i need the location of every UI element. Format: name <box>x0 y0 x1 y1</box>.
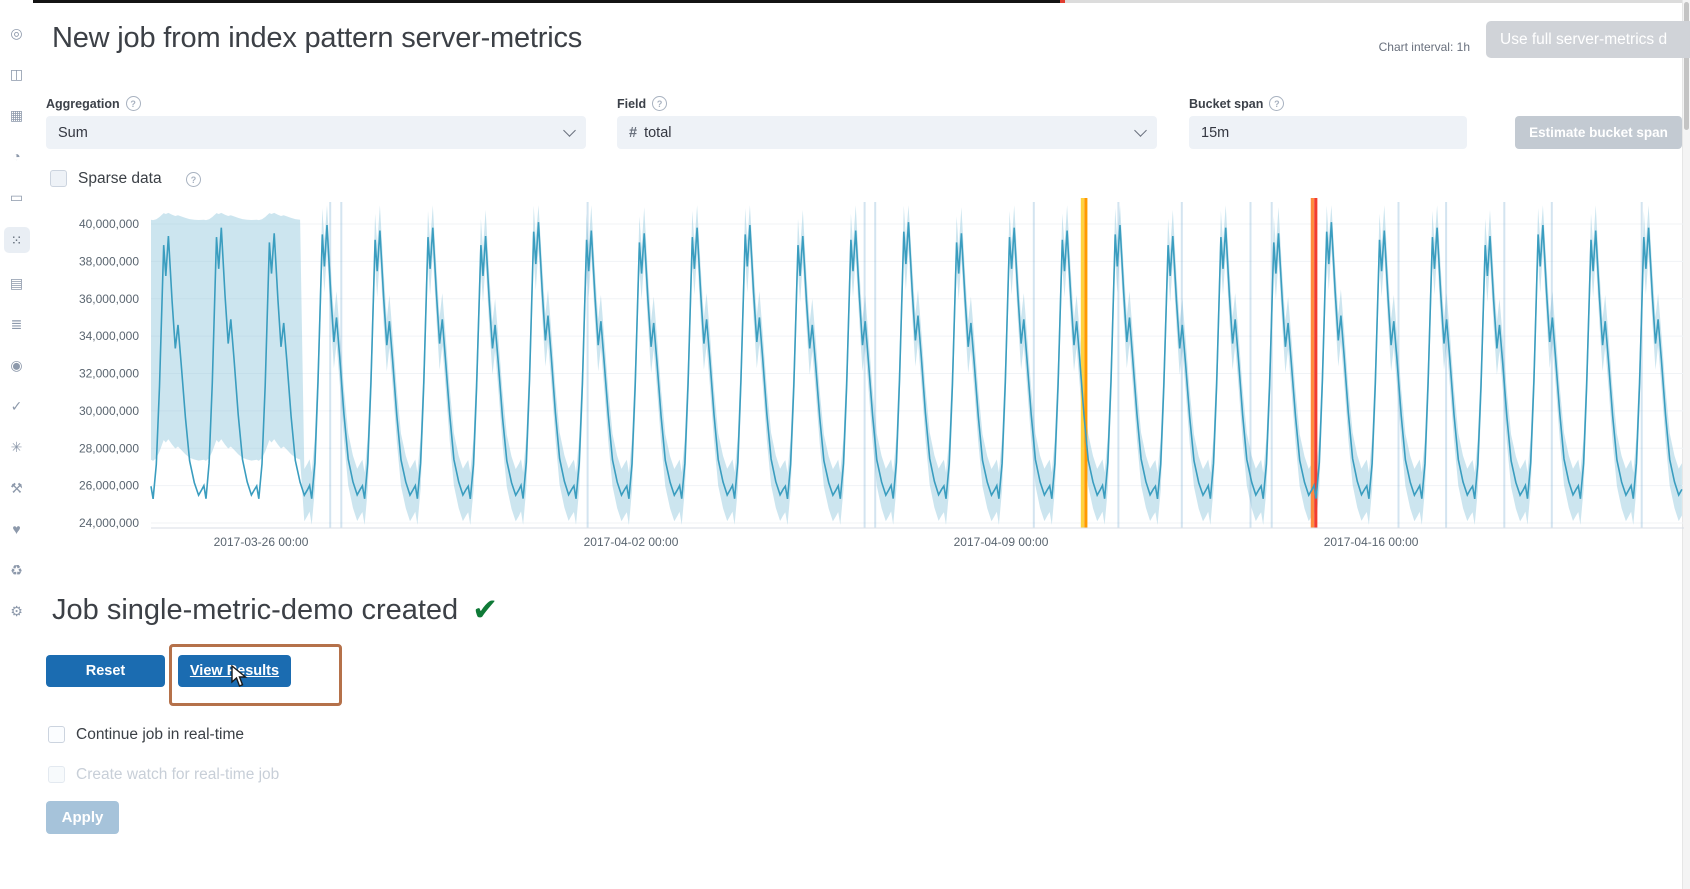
aggregation-help-icon[interactable]: ? <box>125 96 141 111</box>
sidebar-item-watcher[interactable]: ♻ <box>4 559 30 581</box>
chevron-down-icon <box>1134 124 1147 137</box>
estimate-bucket-span-button[interactable]: Estimate bucket span <box>1515 116 1682 149</box>
sidebar-item-visualize[interactable]: ◫ <box>4 63 30 85</box>
job-created-heading: Job single-metric-demo created ✔ <box>52 592 498 628</box>
view-results-button[interactable]: View Results <box>178 655 291 687</box>
field-select[interactable]: # total <box>617 116 1157 149</box>
scrollbar-track[interactable] <box>1682 0 1690 889</box>
svg-text:34,000,000: 34,000,000 <box>79 329 139 343</box>
reset-button[interactable]: Reset <box>46 655 165 687</box>
sidebar-item-discover[interactable]: ◎ <box>4 22 30 44</box>
logs-icon: ≣ <box>10 315 23 332</box>
svg-text:2017-04-09 00:00: 2017-04-09 00:00 <box>954 535 1049 549</box>
use-full-data-button[interactable]: Use full server-metrics d <box>1486 21 1690 58</box>
svg-text:2017-04-16 00:00: 2017-04-16 00:00 <box>1324 535 1419 549</box>
page-title: New job from index pattern server-metric… <box>52 22 583 54</box>
view-results-button-label: View Results <box>189 663 280 679</box>
sidebar-item-management[interactable]: ⚙ <box>4 600 30 622</box>
app-sidebar: ◎ ◫ ▦ ◔ ▭ ⁙ ▤ ≣ ◉ ✓ ✳ ⚒ ♥ ♻ ⚙ <box>0 4 33 889</box>
bucket-span-field-label: Bucket span ? <box>1189 96 1285 111</box>
svg-text:26,000,000: 26,000,000 <box>79 479 139 493</box>
bucket-span-help-icon[interactable]: ? <box>1269 96 1285 111</box>
svg-text:30,000,000: 30,000,000 <box>79 404 139 418</box>
svg-text:2017-03-26 00:00: 2017-03-26 00:00 <box>214 535 309 549</box>
monitoring-icon: ♥ <box>12 521 21 537</box>
sidebar-item-timelion[interactable]: ◔ <box>4 145 30 167</box>
check-icon: ✔ <box>472 592 499 627</box>
number-field-icon: # <box>629 124 638 141</box>
video-progress-playhead[interactable] <box>1060 0 1066 3</box>
visualize-icon: ◫ <box>9 65 24 82</box>
timelion-icon: ◔ <box>12 148 21 164</box>
machine-learning-icon: ⁙ <box>10 231 23 248</box>
chart-interval-label: Chart interval: 1h <box>1378 40 1470 54</box>
bucket-span-label: Bucket span <box>1189 96 1264 111</box>
svg-text:32,000,000: 32,000,000 <box>79 367 139 381</box>
dashboard-icon: ▦ <box>9 106 24 123</box>
create-watch-checkbox <box>48 766 65 783</box>
sidebar-item-graph[interactable]: ✳ <box>4 436 30 458</box>
field-value: total <box>644 124 672 141</box>
main-content: New job from index pattern server-metric… <box>33 0 1690 889</box>
bucket-span-input[interactable]: 15m <box>1189 116 1467 149</box>
uptime-icon: ✓ <box>10 397 23 414</box>
svg-text:28,000,000: 28,000,000 <box>79 441 139 455</box>
svg-text:2017-04-02 00:00: 2017-04-02 00:00 <box>584 535 679 549</box>
svg-text:38,000,000: 38,000,000 <box>79 254 139 268</box>
metric-chart: 40,000,000 38,000,000 36,000,000 34,000,000… <box>79 198 1684 549</box>
field-field-label: Field ? <box>617 96 668 111</box>
sparse-data-checkbox[interactable] <box>50 170 67 187</box>
dev-tools-icon: ⚒ <box>10 479 23 496</box>
sidebar-item-logs[interactable]: ≣ <box>4 313 30 335</box>
reset-button-label: Reset <box>85 663 126 679</box>
apm-icon: ◉ <box>10 356 23 373</box>
bucket-span-value: 15m <box>1201 124 1230 141</box>
infrastructure-icon: ▤ <box>9 274 24 291</box>
sidebar-item-monitoring[interactable]: ♥ <box>4 518 30 540</box>
sparse-data-label: Sparse data <box>78 170 162 187</box>
video-progress-played <box>33 0 1061 3</box>
sidebar-item-canvas[interactable]: ▭ <box>4 186 30 208</box>
aggregation-label: Aggregation <box>46 96 120 111</box>
sidebar-item-infrastructure[interactable]: ▤ <box>4 272 30 294</box>
canvas-icon: ▭ <box>9 188 24 205</box>
continue-realtime-checkbox[interactable] <box>48 726 65 743</box>
continue-realtime-label: Continue job in real-time <box>76 726 245 743</box>
sidebar-item-uptime[interactable]: ✓ <box>4 395 30 417</box>
scrollbar-thumb[interactable] <box>1684 2 1689 130</box>
field-help-icon[interactable]: ? <box>652 96 668 111</box>
aggregation-field-label: Aggregation ? <box>46 96 141 111</box>
video-progress-remaining <box>1065 0 1690 3</box>
svg-text:24,000,000: 24,000,000 <box>79 516 139 530</box>
field-label: Field <box>617 96 647 111</box>
sidebar-item-dev-tools[interactable]: ⚒ <box>4 477 30 499</box>
video-progress-bar[interactable] <box>33 0 1690 3</box>
apply-button[interactable]: Apply <box>46 801 119 834</box>
watcher-icon: ♻ <box>10 561 23 578</box>
management-icon: ⚙ <box>10 602 23 619</box>
sparse-data-help-icon[interactable]: ? <box>186 172 201 187</box>
sidebar-item-dashboard[interactable]: ▦ <box>4 104 30 126</box>
discover-icon: ◎ <box>10 24 23 41</box>
svg-text:40,000,000: 40,000,000 <box>79 217 139 231</box>
aggregation-value: Sum <box>58 124 88 141</box>
graph-icon: ✳ <box>10 438 23 455</box>
job-created-text: Job single-metric-demo created <box>52 593 459 626</box>
chevron-down-icon <box>563 124 576 137</box>
sidebar-item-apm[interactable]: ◉ <box>4 354 30 376</box>
svg-text:36,000,000: 36,000,000 <box>79 292 139 306</box>
sidebar-item-machine-learning[interactable]: ⁙ <box>3 227 30 253</box>
aggregation-select[interactable]: Sum <box>46 116 586 149</box>
create-watch-label: Create watch for real-time job <box>76 766 280 783</box>
